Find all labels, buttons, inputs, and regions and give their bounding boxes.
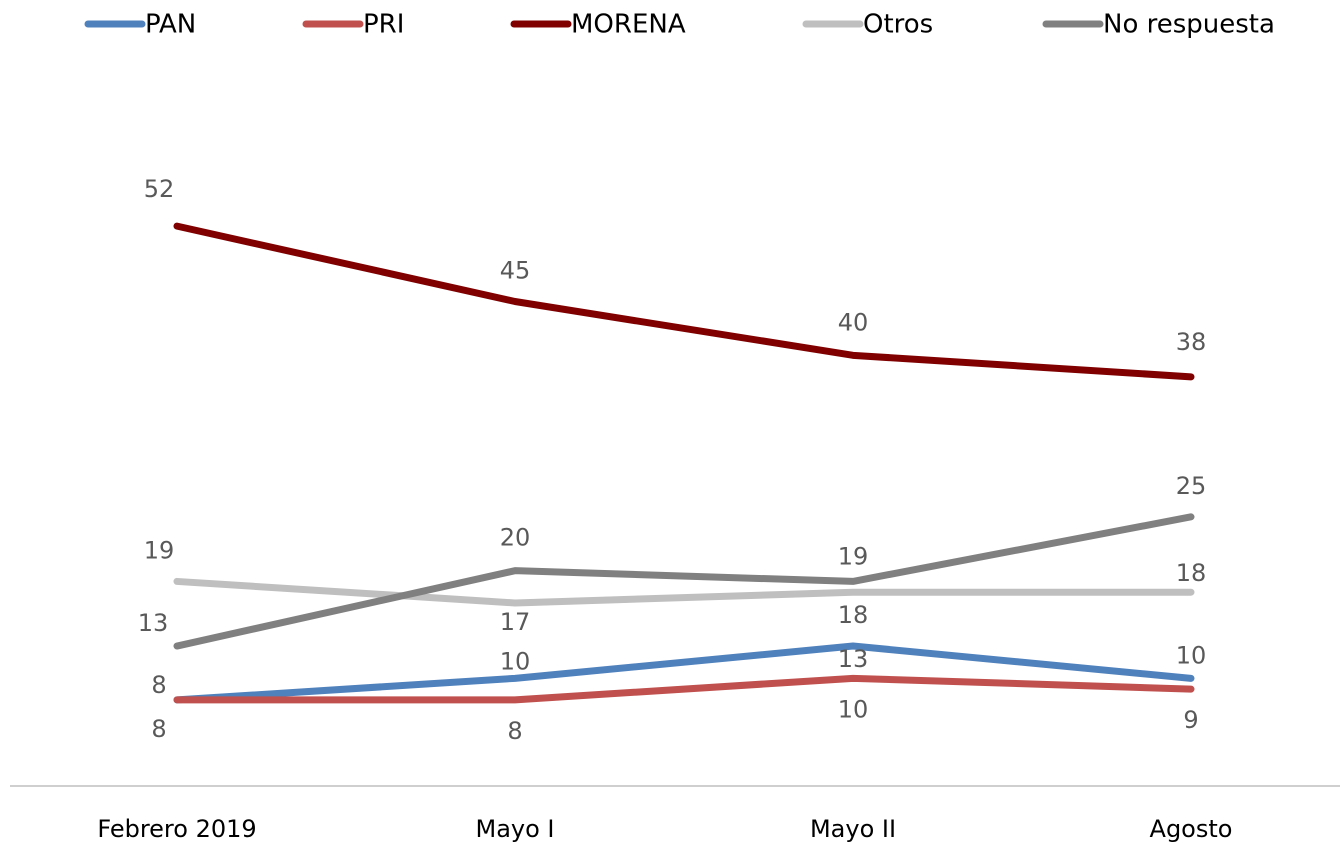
- series-line: [173, 222, 1195, 381]
- data-label: 20: [500, 524, 531, 552]
- data-label: 45: [500, 257, 531, 285]
- data-label: 8: [507, 717, 522, 745]
- x-tick-label: Mayo II: [810, 815, 896, 843]
- data-label: 40: [838, 308, 869, 336]
- legend-label: No respuesta: [1103, 10, 1275, 40]
- series-line: [173, 674, 1195, 704]
- data-label: 9: [1183, 706, 1198, 734]
- x-tick-label: Febrero 2019: [97, 815, 256, 843]
- series-line: [173, 577, 1195, 607]
- data-label: 10: [500, 647, 531, 675]
- data-label: 18: [838, 601, 869, 629]
- legend-label: Otros: [863, 10, 933, 40]
- series-line: [173, 642, 1195, 704]
- data-label: 38: [1176, 328, 1207, 356]
- data-label: 19: [144, 536, 175, 564]
- data-label: 10: [838, 695, 869, 723]
- x-tick-label: Agosto: [1150, 815, 1233, 843]
- data-label: 10: [1176, 641, 1207, 669]
- data-label: 13: [838, 645, 869, 673]
- data-label: 18: [1176, 559, 1207, 587]
- legend-label: PAN: [145, 10, 196, 40]
- data-label: 17: [500, 608, 531, 636]
- legend-label: MORENA: [571, 10, 686, 40]
- data-label: 19: [838, 542, 869, 570]
- data-label: 13: [138, 609, 169, 637]
- data-label: 8: [151, 671, 166, 699]
- data-label: 8: [151, 715, 166, 743]
- data-label: 25: [1176, 472, 1207, 500]
- data-label: 52: [144, 175, 175, 203]
- series-line: [173, 513, 1195, 650]
- legend-label: PRI: [363, 10, 404, 40]
- x-tick-label: Mayo I: [475, 815, 554, 843]
